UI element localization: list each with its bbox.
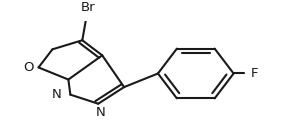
Text: Br: Br — [81, 1, 96, 14]
Text: F: F — [251, 67, 258, 80]
Text: N: N — [95, 106, 105, 119]
Text: O: O — [23, 61, 34, 74]
Text: N: N — [51, 88, 61, 101]
